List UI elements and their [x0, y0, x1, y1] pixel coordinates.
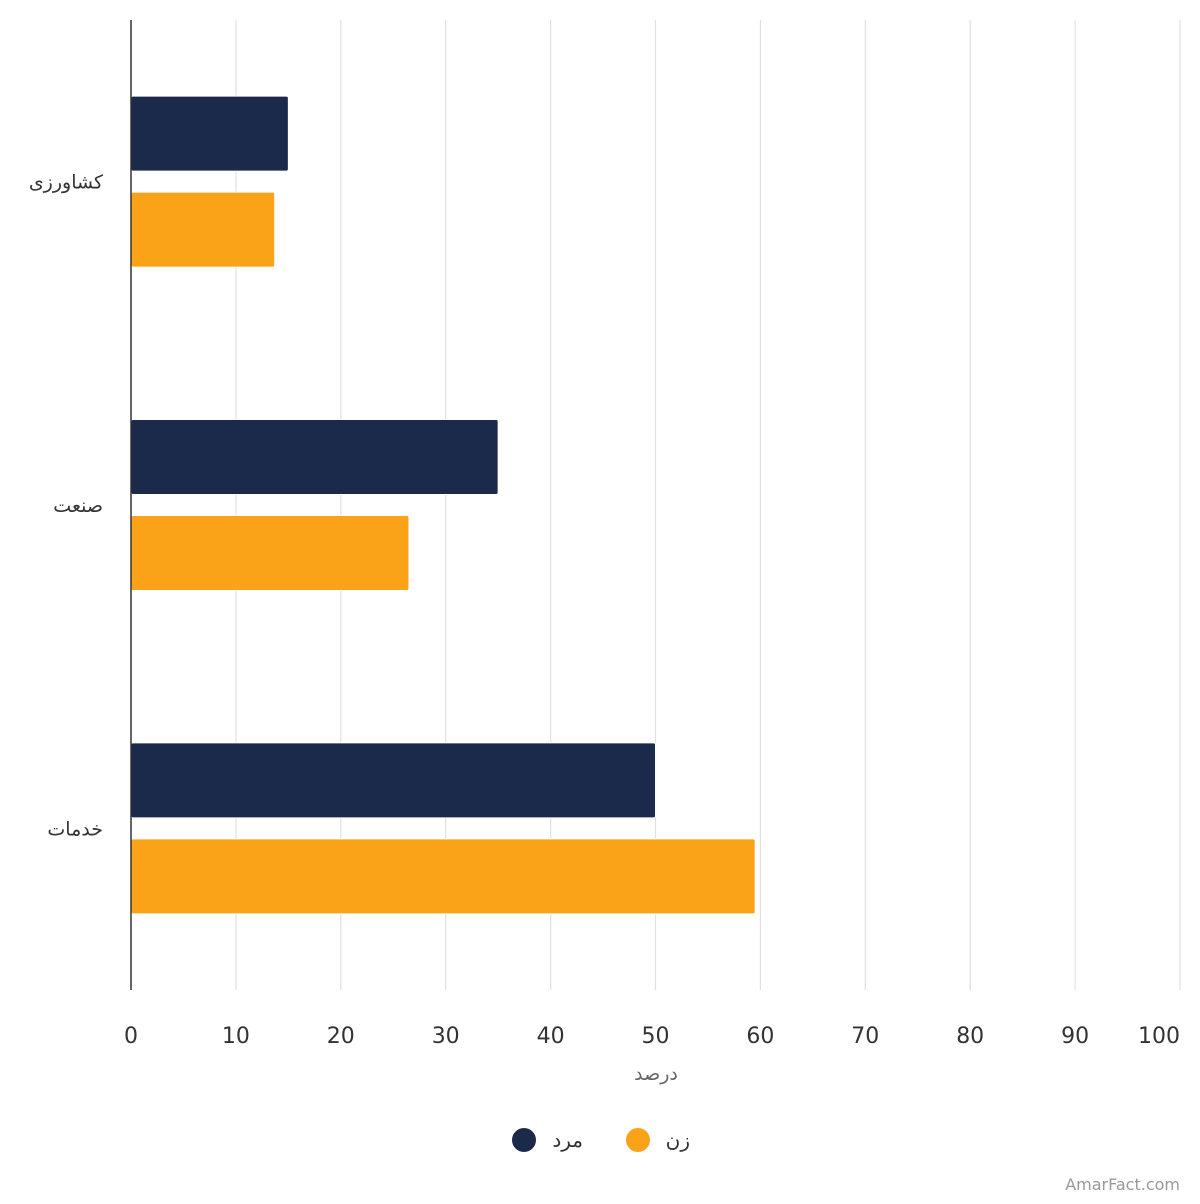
grid-lines	[235, 20, 1181, 990]
category-label: خدمات	[47, 818, 103, 840]
legend-marker[interactable]	[626, 1128, 650, 1152]
x-tick-label: 30	[432, 1024, 460, 1049]
x-tick-label: 20	[327, 1024, 355, 1049]
bars	[130, 95, 756, 915]
x-tick-label: 10	[222, 1024, 250, 1049]
x-tick-label: 70	[851, 1024, 879, 1049]
legend-label[interactable]: زن	[666, 1128, 690, 1152]
bar-female-1[interactable]	[130, 515, 410, 591]
x-axis-tick-labels: 0 10 20 30 40 50 60 70 80 90 100	[124, 1024, 1180, 1049]
bar-female-2[interactable]	[130, 838, 756, 915]
x-axis-title: درصد	[634, 1063, 678, 1085]
x-tick-label: 90	[1061, 1024, 1089, 1049]
legend-label[interactable]: مرد	[552, 1128, 583, 1152]
x-tick-label: 100	[1138, 1024, 1180, 1049]
x-tick-label: 50	[642, 1024, 670, 1049]
category-label: صنعت	[53, 495, 103, 517]
bar-female-0[interactable]	[130, 191, 276, 268]
bar-male-1[interactable]	[130, 419, 499, 495]
bar-male-2[interactable]	[130, 742, 656, 819]
x-tick-label: 0	[124, 1024, 138, 1049]
x-tick-label: 80	[956, 1024, 984, 1049]
category-label: کشاورزی	[29, 172, 104, 194]
watermark: AmarFact.com	[1065, 1175, 1180, 1194]
x-tick-label: 40	[537, 1024, 565, 1049]
bar-male-0[interactable]	[130, 95, 289, 172]
legend: مرد زن	[512, 1128, 690, 1152]
legend-marker[interactable]	[512, 1128, 536, 1152]
category-labels: کشاورزی صنعت خدمات	[29, 172, 104, 841]
x-tick-label: 60	[746, 1024, 774, 1049]
